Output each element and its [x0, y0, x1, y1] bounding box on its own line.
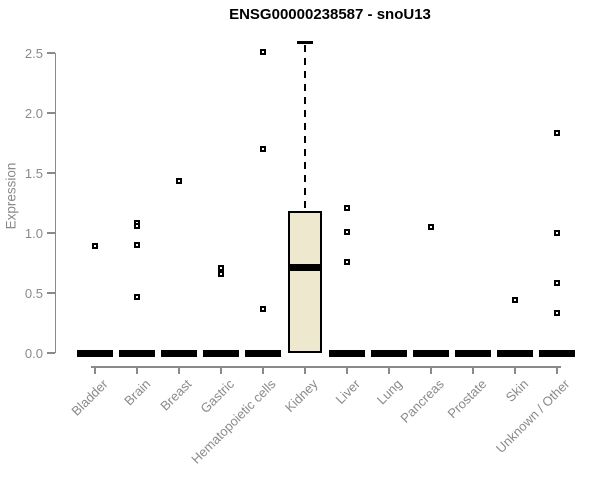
x-tick-label-text: Pancreas	[397, 376, 447, 426]
x-axis-tick	[514, 366, 516, 374]
outlier-point	[554, 230, 560, 236]
y-tick-label: 2.5	[24, 45, 43, 61]
collapsed-box-bar	[245, 349, 281, 357]
outlier-point	[176, 178, 182, 185]
y-axis-tick	[47, 52, 55, 54]
x-axis-tick	[136, 366, 138, 374]
collapsed-box-bar	[497, 349, 533, 357]
whisker-cap	[297, 41, 313, 44]
x-tick-label-text: Breast	[157, 376, 195, 414]
x-axis-tick	[304, 366, 306, 374]
median-line	[288, 264, 322, 272]
collapsed-box-bar	[77, 349, 113, 357]
x-axis-tick	[94, 366, 96, 374]
x-tick-label-text: Gastric	[197, 376, 237, 417]
outlier-point	[92, 243, 98, 250]
y-tick-label: 0.5	[24, 285, 43, 301]
y-axis-tick	[47, 112, 55, 114]
y-tick-label: 2.0	[24, 105, 43, 121]
box-body	[288, 211, 322, 353]
outlier-point	[554, 130, 560, 137]
outlier-point	[218, 264, 224, 271]
x-tick-label-text: Unknown / Other	[493, 376, 573, 456]
outlier-point	[428, 224, 434, 230]
collapsed-box-bar	[371, 349, 407, 357]
y-tick-label: 1.5	[24, 165, 43, 181]
x-axis-tick	[262, 366, 264, 374]
y-axis-tick	[47, 292, 55, 294]
x-tick-label-text: Lung	[373, 376, 405, 408]
collapsed-box-bar	[161, 349, 197, 357]
x-axis-tick	[556, 366, 558, 374]
y-tick-label: 1.0	[24, 225, 43, 241]
y-tick-label: 0.0	[24, 345, 43, 361]
outlier-point	[554, 280, 560, 287]
collapsed-box-bar	[455, 349, 491, 357]
outlier-point	[134, 293, 140, 300]
whisker-line	[304, 45, 306, 212]
x-axis-line	[91, 366, 561, 368]
x-tick-label-text: Bladder	[68, 376, 111, 419]
x-axis-tick	[220, 366, 222, 374]
outlier-point	[512, 297, 518, 304]
outlier-point	[134, 242, 140, 248]
outlier-point	[344, 228, 350, 235]
chart-title: ENSG00000238587 - snoU13	[229, 6, 431, 23]
x-tick-label-text: Brain	[120, 376, 153, 409]
x-axis-tick	[346, 366, 348, 374]
outlier-point	[260, 146, 266, 152]
collapsed-box-bar	[119, 349, 155, 357]
outlier-point	[554, 310, 560, 317]
outlier-point	[218, 270, 224, 277]
outlier-point	[260, 48, 266, 55]
x-tick-label-text: Prostate	[444, 376, 489, 422]
x-axis-tick	[472, 366, 474, 374]
x-tick-label-text: Kidney	[282, 376, 321, 416]
x-tick-label-text: Skin	[502, 376, 531, 405]
x-axis-tick	[178, 366, 180, 374]
collapsed-box-bar	[329, 349, 365, 357]
x-axis-tick	[430, 366, 432, 374]
collapsed-box-bar	[203, 349, 239, 357]
y-axis-tick	[47, 232, 55, 234]
outlier-point	[344, 204, 350, 211]
outlier-point	[134, 222, 140, 229]
y-axis-line	[54, 53, 56, 353]
outlier-point	[260, 305, 266, 312]
x-axis-tick	[388, 366, 390, 374]
y-axis-tick	[47, 172, 55, 174]
outlier-point	[344, 258, 350, 265]
collapsed-box-bar	[539, 349, 575, 357]
collapsed-box-bar	[413, 349, 449, 357]
x-tick-label-text: Hematopoietic cells	[188, 376, 279, 467]
y-axis-tick	[47, 352, 55, 354]
x-tick-label-text: Liver	[332, 376, 363, 407]
